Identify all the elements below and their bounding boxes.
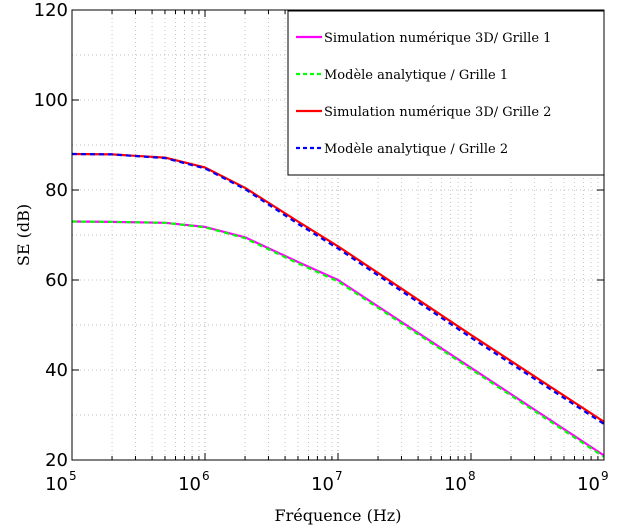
x-axis-title: Fréquence (Hz)	[275, 506, 402, 525]
y-axis-title: SE (dB)	[14, 204, 33, 266]
y-tick-label: 80	[45, 180, 68, 201]
x-tick-label-exponent: 7	[335, 469, 343, 483]
x-tick-label: 10	[577, 474, 600, 495]
x-tick-label-exponent: 8	[468, 469, 476, 483]
legend-label: Simulation numérique 3D/ Grille 1	[324, 31, 551, 46]
series-line-2	[71, 220, 605, 458]
y-tick-label: 20	[45, 450, 68, 471]
x-tick-label: 10	[444, 474, 467, 495]
legend: Simulation numérique 3D/ Grille 1 Modèle …	[287, 10, 605, 176]
x-tick-label-exponent: 5	[69, 469, 77, 483]
y-tick-label: 60	[45, 270, 68, 291]
x-tick-label: 10	[178, 474, 201, 495]
y-tick-label: 120	[34, 0, 68, 21]
y-tick-label: 40	[45, 360, 68, 381]
legend-label: Modèle analytique / Grille 1	[324, 68, 508, 83]
x-tick-label-exponent: 9	[601, 469, 609, 483]
legend-label: Modèle analytique / Grille 2	[324, 142, 508, 157]
y-tick-label: 100	[34, 90, 68, 111]
grid	[72, 10, 604, 460]
x-tick-label: 10	[45, 474, 68, 495]
legend-label: Simulation numérique 3D/ Grille 2	[324, 105, 551, 120]
x-tick-label-exponent: 6	[202, 469, 210, 483]
series-layer	[71, 152, 605, 458]
x-tick-label: 10	[311, 474, 334, 495]
series-line-4	[71, 152, 605, 425]
legend-box	[287, 10, 605, 176]
